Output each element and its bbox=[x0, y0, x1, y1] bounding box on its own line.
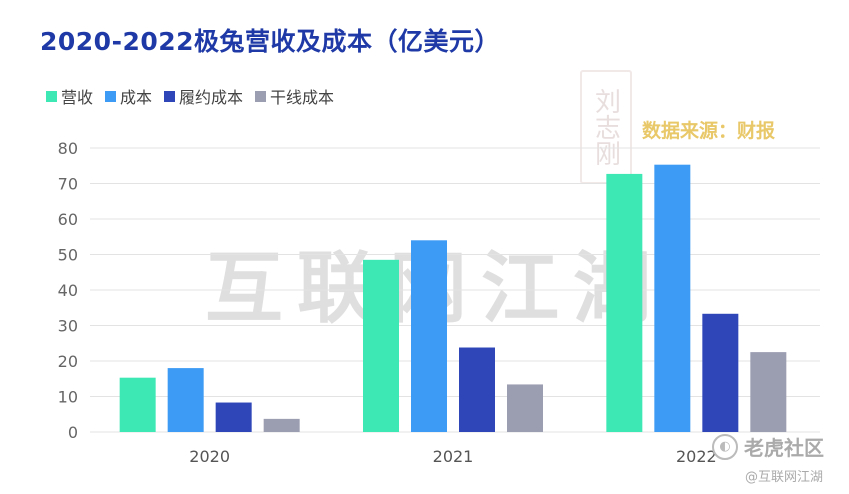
chart-legend: 营收 成本 履约成本 干线成本 bbox=[46, 84, 334, 108]
tiger-logo-icon: ◐ bbox=[712, 433, 738, 460]
y-tick-label: 30 bbox=[58, 317, 78, 336]
brand-name: 老虎社区 bbox=[744, 436, 824, 460]
bar-干线成本-2022 bbox=[750, 352, 787, 432]
legend-label-revenue: 营收 bbox=[61, 88, 94, 107]
bar-营收-2022 bbox=[606, 173, 643, 433]
author-handle: @互联网江湖 bbox=[745, 470, 824, 485]
y-tick-label: 50 bbox=[58, 246, 78, 265]
y-tick-label: 0 bbox=[68, 423, 78, 442]
legend-swatch-fulfillment-cost bbox=[164, 90, 176, 102]
legend-swatch-revenue bbox=[46, 90, 57, 102]
bar-干线成本-2020 bbox=[263, 418, 300, 432]
bar-履约成本-2021 bbox=[459, 347, 495, 432]
bar-成本-2020 bbox=[167, 368, 204, 432]
x-tick-label: 2021 bbox=[433, 447, 474, 466]
brand-watermark: ◐ 老虎社区 bbox=[712, 432, 824, 461]
legend-label-trunk-cost: 干线成本 bbox=[270, 88, 335, 107]
legend-item-trunk-cost: 干线成本 bbox=[255, 84, 334, 108]
legend-label-fulfillment-cost: 履约成本 bbox=[179, 88, 244, 107]
bar-成本-2022 bbox=[654, 164, 691, 432]
x-tick-label: 2020 bbox=[189, 447, 230, 466]
legend-label-cost: 成本 bbox=[120, 88, 153, 107]
legend-swatch-trunk-cost bbox=[255, 90, 267, 102]
data-source-label: 数据来源：财报 bbox=[642, 120, 776, 142]
y-tick-label: 40 bbox=[58, 281, 78, 300]
x-tick-label: 2022 bbox=[676, 447, 717, 466]
bar-履约成本-2020 bbox=[215, 402, 252, 432]
legend-item-cost: 成本 bbox=[105, 84, 152, 108]
bar-营收-2021 bbox=[363, 259, 399, 432]
y-tick-label: 10 bbox=[58, 388, 78, 407]
legend-item-revenue: 营收 bbox=[46, 84, 93, 108]
y-tick-label: 20 bbox=[58, 352, 78, 371]
legend-item-fulfillment-cost: 履约成本 bbox=[164, 84, 243, 108]
bar-干线成本-2021 bbox=[507, 384, 543, 432]
y-tick-label: 70 bbox=[58, 175, 78, 194]
chart-title: 2020-2022极兔营收及成本（亿美元） bbox=[40, 27, 501, 56]
bar-履约成本-2022 bbox=[702, 313, 739, 432]
bar-成本-2021 bbox=[411, 240, 447, 432]
y-tick-label: 60 bbox=[58, 210, 78, 229]
y-tick-label: 80 bbox=[58, 139, 78, 158]
bar-营收-2020 bbox=[119, 377, 156, 432]
legend-swatch-cost bbox=[105, 90, 117, 102]
